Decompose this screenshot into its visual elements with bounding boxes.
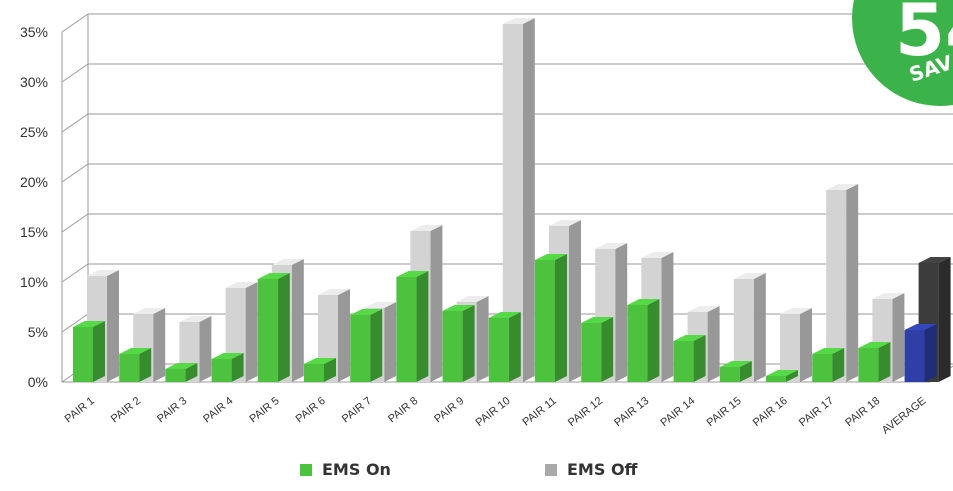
bar-ems-on — [350, 309, 383, 382]
x-tick-label: PAIR 9 — [432, 395, 466, 425]
y-axis-ticks: 0% 5% 10% 15% 20% 25% 30% 35% — [20, 24, 48, 390]
gridline-depth — [61, 163, 89, 183]
bar-ems-on — [719, 361, 752, 382]
x-tick-label: PAIR 8 — [386, 395, 420, 425]
savings-badge: 54 SAV — [852, 0, 953, 106]
legend-swatch-ems-on — [300, 463, 312, 476]
legend-swatch-ems-off — [545, 463, 557, 476]
gridline-depth — [61, 13, 89, 33]
x-tick-label: PAIR 7 — [340, 395, 374, 425]
gridline-depth — [61, 113, 89, 133]
bar-ems-on — [488, 312, 521, 382]
bar-ems-on — [673, 335, 706, 382]
bar-ems-on — [858, 342, 891, 382]
gridline-depth — [61, 63, 89, 83]
bar-ems-on — [812, 348, 845, 382]
x-tick-label: PAIR 14 — [658, 395, 697, 429]
bar-ems-on — [535, 254, 567, 382]
badge-number: 54 — [895, 0, 953, 72]
gridline-depth — [61, 313, 89, 333]
y-tick-label: 35% — [20, 24, 48, 40]
legend-item-ems-off: EMS Off — [545, 460, 638, 479]
x-tick-label: PAIR 11 — [520, 395, 558, 429]
x-tick-label: PAIR 12 — [566, 395, 605, 429]
y-tick-label: 5% — [28, 324, 48, 340]
bar-ems-on — [396, 271, 429, 382]
bar-ems-off — [502, 18, 535, 382]
bar-ems-on — [165, 363, 198, 382]
x-tick-label: PAIR 17 — [797, 395, 836, 429]
bar-ems-on — [442, 305, 475, 382]
x-tick-label: PAIR 15 — [705, 395, 744, 429]
bar-ems-on — [581, 317, 614, 382]
x-tick-label: PAIR 6 — [294, 395, 328, 425]
x-tick-label: PAIR 3 — [155, 395, 189, 425]
x-tick-label: PAIR 5 — [247, 395, 281, 425]
x-tick-label: PAIR 18 — [843, 395, 882, 429]
bar-ems-off — [826, 184, 859, 382]
bar-ems-off — [733, 273, 766, 382]
y-tick-label: 20% — [20, 174, 48, 190]
gridline-depth — [61, 213, 89, 233]
y-tick-label: 30% — [20, 74, 48, 90]
y-tick-label: 10% — [20, 274, 48, 290]
legend-item-ems-on: EMS On — [300, 460, 391, 479]
y-tick-label: 0% — [28, 374, 48, 390]
bar-ems-on — [904, 324, 937, 382]
bar-ems-on — [211, 353, 244, 382]
bar-ems-on — [73, 321, 105, 382]
x-tick-label: PAIR 13 — [612, 395, 651, 429]
bar-ems-off — [780, 308, 812, 382]
bar-ems-on — [766, 370, 798, 382]
legend-label-ems-off: EMS Off — [567, 460, 638, 479]
x-tick-label: PAIR 10 — [474, 395, 513, 429]
y-tick-label: 15% — [20, 224, 48, 240]
bar-ems-on — [627, 299, 660, 382]
bar-ems-on — [257, 273, 290, 382]
bar-ems-on — [119, 348, 152, 382]
bars — [73, 18, 951, 382]
x-tick-label: PAIR 1 — [63, 395, 97, 425]
gridline-depth — [61, 263, 89, 283]
legend-label-ems-on: EMS On — [322, 460, 391, 479]
x-tick-label: PAIR 2 — [109, 395, 143, 425]
x-axis-labels: PAIR 1 PAIR 2 PAIR 3 PAIR 4 PAIR 5 PAIR 6 PAIR… — [63, 395, 929, 437]
x-tick-label: AVERAGE — [880, 395, 929, 437]
legend: EMS On EMS Off — [0, 460, 953, 488]
y-tick-label: 25% — [20, 124, 48, 140]
x-tick-label: PAIR 4 — [201, 395, 235, 425]
x-tick-label: PAIR 16 — [751, 395, 790, 429]
bar-ems-on — [304, 358, 336, 382]
